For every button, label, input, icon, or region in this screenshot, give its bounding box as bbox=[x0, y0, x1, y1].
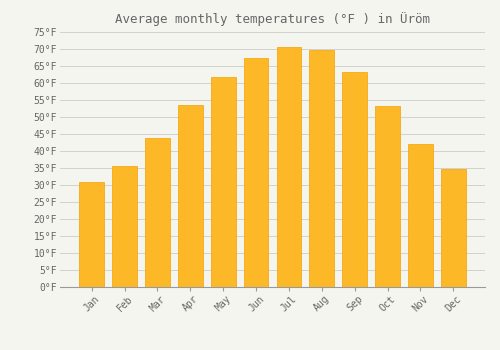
Bar bbox=[145, 138, 170, 287]
Bar bbox=[441, 169, 466, 287]
Title: Average monthly temperatures (°F ) in Üröm: Average monthly temperatures (°F ) in Ür… bbox=[115, 12, 430, 26]
Bar bbox=[112, 166, 137, 287]
Bar bbox=[342, 72, 367, 287]
Bar bbox=[244, 58, 268, 287]
Bar bbox=[178, 105, 203, 287]
Bar bbox=[276, 47, 301, 287]
Bar bbox=[310, 50, 334, 287]
Bar bbox=[211, 77, 236, 287]
Bar bbox=[80, 182, 104, 287]
Bar bbox=[408, 144, 433, 287]
Bar bbox=[376, 106, 400, 287]
